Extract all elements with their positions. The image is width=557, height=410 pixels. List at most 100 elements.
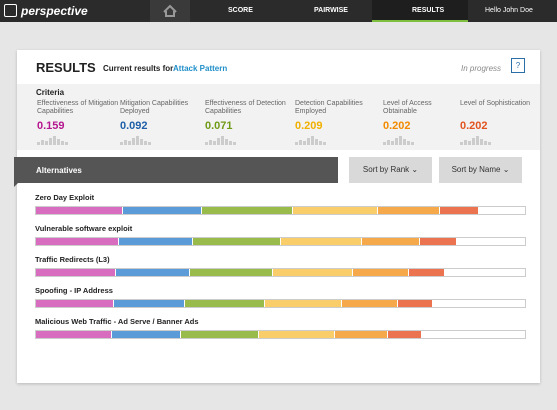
score-segment — [113, 300, 185, 307]
score-segment — [273, 269, 353, 276]
score-segment — [388, 331, 422, 338]
subject[interactable]: Attack Pattern — [173, 64, 228, 73]
criterion-label: Effectiveness of Mitigation Capabilities — [37, 100, 119, 115]
icon-bar — [464, 140, 467, 145]
top-nav: perspective SCORE PAIRWISE RESULTS Hello… — [0, 0, 557, 22]
nav-results[interactable]: RESULTS — [412, 7, 445, 14]
criterion-label: Effectiveness of Detection Capabilities — [205, 100, 286, 115]
icon-bar — [480, 139, 483, 145]
score-segment — [36, 207, 123, 214]
icon-bar — [395, 138, 398, 145]
score-bar — [35, 237, 526, 246]
icon-bar — [295, 142, 298, 145]
score-segment — [193, 238, 281, 245]
subtitle: Current results for — [103, 64, 174, 73]
icon-bar — [468, 141, 471, 145]
logo[interactable]: perspective — [21, 4, 88, 18]
score-bar — [35, 330, 526, 339]
icon-bar — [319, 141, 322, 145]
icon-bar — [37, 142, 40, 145]
icon-bar — [217, 138, 220, 145]
score-segment — [342, 300, 398, 307]
score-segment — [439, 207, 480, 214]
score-segment — [36, 300, 114, 307]
score-bar — [35, 206, 526, 215]
criterion-label: Mitigation Capabilities Deployed — [120, 100, 189, 115]
score-segment — [335, 331, 389, 338]
icon-bar — [383, 142, 386, 145]
icon-bar — [45, 141, 48, 145]
icon-bar — [299, 140, 302, 145]
icon-bar — [213, 141, 216, 145]
icon-bar — [488, 142, 491, 145]
score-segment — [397, 300, 433, 307]
criterion-label: Level of Sophistication — [460, 100, 531, 107]
score-segment — [352, 269, 409, 276]
nav-pairwise[interactable]: PAIRWISE — [314, 7, 348, 14]
criterion-icon — [295, 136, 329, 145]
page-title: RESULTS — [36, 60, 96, 75]
score-segment — [378, 207, 440, 214]
criterion-icon — [460, 136, 494, 145]
help-icon[interactable]: ? — [511, 58, 525, 73]
icon-bar — [205, 142, 208, 145]
icon-bar — [233, 142, 236, 145]
logo-icon — [4, 4, 17, 17]
score-segment — [115, 269, 190, 276]
icon-bar — [209, 140, 212, 145]
alternatives-header — [14, 157, 338, 187]
icon-bar — [484, 141, 487, 145]
icon-bar — [407, 141, 410, 145]
icon-bar — [140, 139, 143, 145]
alternative-name: Malicious Web Traffic - Ad Serve / Banne… — [35, 317, 199, 326]
criterion-icon — [205, 136, 239, 145]
icon-bar — [148, 142, 151, 145]
icon-bar — [472, 138, 475, 145]
status: In progress — [461, 64, 502, 73]
criterion-icon — [120, 136, 154, 145]
icon-bar — [315, 139, 318, 145]
score-segment — [122, 207, 203, 214]
home-button[interactable] — [150, 0, 190, 22]
score-segment — [259, 331, 336, 338]
score-segment — [111, 331, 181, 338]
score-segment — [189, 269, 274, 276]
score-segment — [36, 269, 116, 276]
score-segment — [184, 300, 266, 307]
criterion-label: Detection Capabilities Employed — [295, 100, 363, 115]
greeting[interactable]: Hello John Doe — [485, 7, 533, 14]
icon-bar — [225, 139, 228, 145]
icon-bar — [49, 138, 52, 145]
icon-bar — [61, 141, 64, 145]
icon-bar — [323, 142, 326, 145]
sort-rank-button[interactable]: Sort by Rank ⌄ — [349, 157, 432, 183]
score-segment — [118, 238, 194, 245]
icon-bar — [221, 136, 224, 145]
sort-name-label: Sort by Name — [451, 165, 501, 174]
criteria-section — [17, 84, 540, 150]
score-segment — [180, 331, 260, 338]
icon-bar — [411, 142, 414, 145]
criterion-value: 0.202 — [383, 120, 411, 132]
alternatives-title: Alternatives — [36, 166, 82, 175]
criteria-title: Criteria — [36, 88, 65, 97]
icon-bar — [144, 141, 147, 145]
icon-bar — [391, 141, 394, 145]
sort-name-button[interactable]: Sort by Name ⌄ — [439, 157, 522, 183]
score-segment — [420, 238, 457, 245]
icon-bar — [229, 141, 232, 145]
icon-bar — [403, 139, 406, 145]
alternative-name: Vulnerable software exploit — [35, 224, 133, 233]
criterion-value: 0.202 — [460, 120, 488, 132]
alternative-name: Traffic Redirects (L3) — [35, 255, 110, 264]
score-bar — [35, 268, 526, 277]
criterion-value: 0.159 — [37, 120, 65, 132]
criterion-icon — [383, 136, 417, 145]
criterion-value: 0.071 — [205, 120, 233, 132]
icon-bar — [476, 136, 479, 145]
score-segment — [202, 207, 293, 214]
icon-bar — [53, 136, 56, 145]
nav-score[interactable]: SCORE — [228, 7, 253, 14]
score-segment — [361, 238, 421, 245]
